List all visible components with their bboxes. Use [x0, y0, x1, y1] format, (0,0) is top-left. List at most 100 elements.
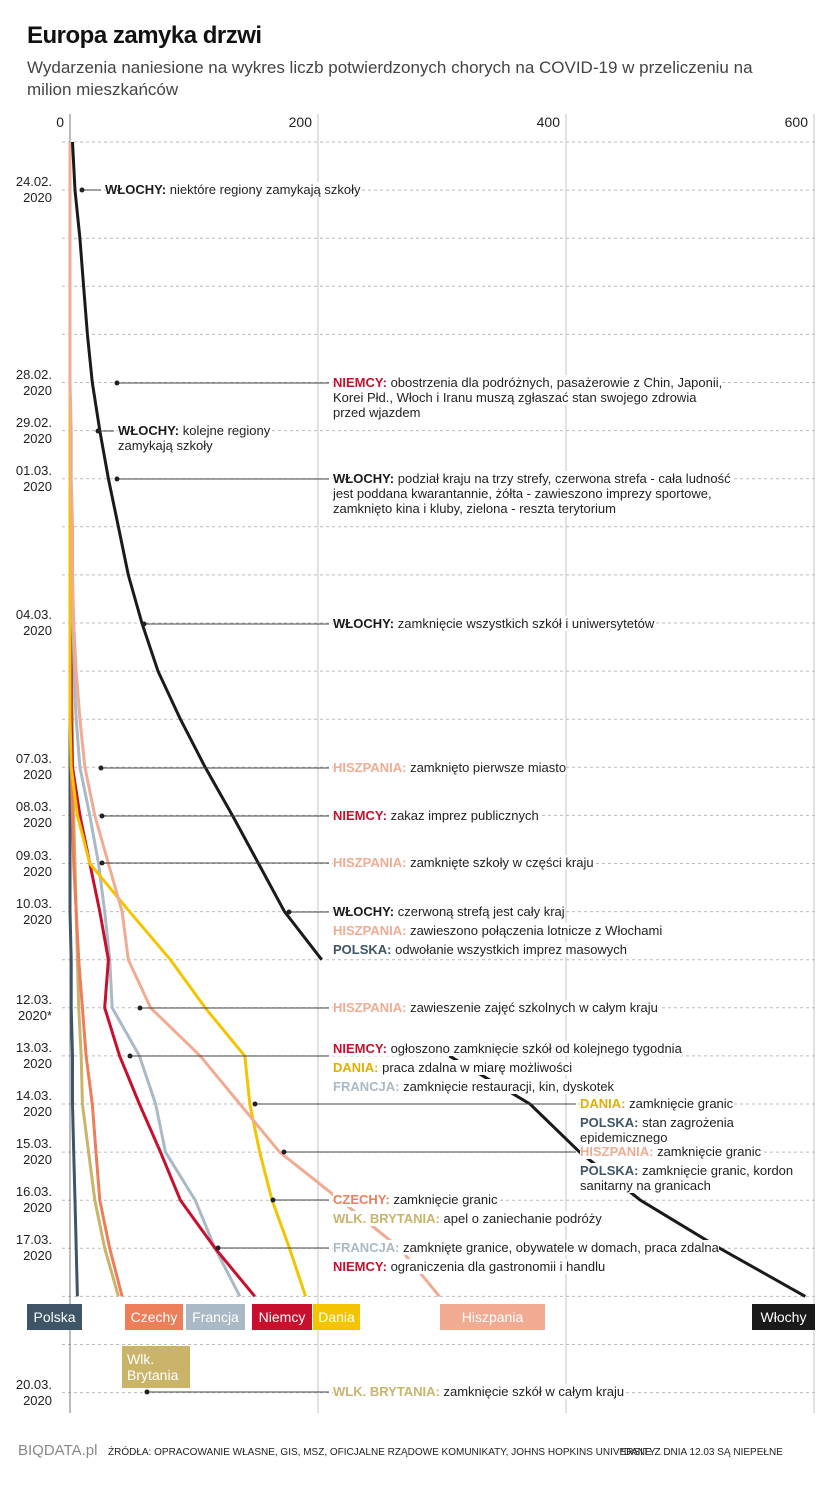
event-item: NIEMCY: obostrzenia dla podróżnych, pasa…	[333, 375, 725, 420]
event-item: POLSKA: zamknięcie granic, kordon sanita…	[580, 1163, 795, 1193]
event-dot	[137, 1005, 143, 1011]
event-dot	[98, 765, 104, 771]
event-description: apel o zaniechanie podróży	[443, 1211, 602, 1226]
event-description: niektóre regiony zamykają szkoły	[169, 182, 361, 197]
legend-entry: Wlk. Brytania	[122, 1346, 190, 1388]
event-item: HISZPANIA: zamknięcie granic	[580, 1144, 795, 1159]
x-tick-label: 0	[56, 114, 64, 130]
event-text: WŁOCHY: kolejne regiony zamykają szkoły	[118, 423, 271, 453]
event-country: NIEMCY:	[333, 808, 387, 823]
event-country: WLK. BRYTANIA:	[333, 1384, 440, 1399]
event-dot	[252, 1101, 258, 1107]
event-dot	[127, 1053, 133, 1059]
event-item: WŁOCHY: kolejne regiony zamykają szkoły	[118, 423, 298, 453]
event-country: CZECHY:	[333, 1192, 390, 1207]
event-country: NIEMCY:	[333, 375, 387, 390]
event-text: FRANCJA: zamknięcie restauracji, kin, dy…	[333, 1079, 615, 1094]
event: WŁOCHY: czerwoną strefą jest cały kraj HI…	[333, 904, 753, 961]
event-item: FRANCJA: zamknięte granice, obywatele w …	[333, 1240, 753, 1255]
event-country: POLSKA:	[333, 942, 392, 957]
event-dot	[144, 1389, 150, 1395]
series-line	[68, 142, 124, 1297]
event-country: DANIA:	[333, 1060, 379, 1075]
event-dot	[114, 476, 120, 482]
event-text: NIEMCY: ogłoszono zamknięcie szkół od ko…	[333, 1041, 682, 1056]
event: WŁOCHY: podział kraju na trzy strefy, cz…	[333, 471, 738, 520]
event-country: WLK. BRYTANIA:	[333, 1211, 440, 1226]
y-tick-label: 12.03. 2020*	[15, 991, 52, 1023]
event-country: HISZPANIA:	[580, 1144, 654, 1159]
event-dot	[286, 909, 292, 915]
y-tick-label: 01.03. 2020	[15, 462, 52, 494]
event: DANIA: zamknięcie granic POLSKA: stan zag…	[580, 1096, 795, 1149]
event-description: zamknięcie szkół w całym kraju	[443, 1384, 625, 1399]
legend-entry: Niemcy	[252, 1304, 312, 1330]
event-text: POLSKA: stan zagrożenia epidemicznego	[580, 1115, 734, 1145]
event-text: WLK. BRYTANIA: apel o zaniechanie podróż…	[333, 1211, 602, 1226]
legend-entry: Hiszpania	[440, 1304, 545, 1330]
event: HISZPANIA: zamknięto pierwsze miasto	[333, 760, 753, 779]
series-line	[68, 142, 256, 1298]
event: HISZPANIA: zamknięcie granic POLSKA: zamk…	[580, 1144, 795, 1197]
event-item: WLK. BRYTANIA: apel o zaniechanie podróż…	[333, 1211, 753, 1226]
event: FRANCJA: zamknięte granice, obywatele w …	[333, 1240, 753, 1278]
event-country: NIEMCY:	[333, 1041, 387, 1056]
event-country: WŁOCHY:	[333, 904, 395, 919]
x-tick-label: 400	[537, 114, 561, 130]
event-country: WŁOCHY:	[333, 471, 395, 486]
event-description: zamknięcie granic	[393, 1192, 498, 1207]
event-item: WLK. BRYTANIA: zamknięcie szkół w całym …	[333, 1384, 753, 1399]
event-text: HISZPANIA: zamknięcie granic	[580, 1144, 762, 1159]
event-description: podział kraju na trzy strefy, czerwona s…	[333, 471, 731, 516]
event-item: POLSKA: odwołanie wszystkich imprez maso…	[333, 942, 753, 957]
event-dot	[141, 621, 147, 627]
y-tick-label: 13.03. 2020	[15, 1039, 52, 1071]
y-tick-label: 14.03. 2020	[15, 1088, 52, 1119]
event: HISZPANIA: zawieszenie zajęć szkolnych w…	[333, 1000, 753, 1019]
event-country: FRANCJA:	[333, 1079, 400, 1094]
series-line	[68, 142, 441, 1298]
event-item: DANIA: zamknięcie granic	[580, 1096, 795, 1111]
event-description: zamknięcie granic	[629, 1096, 734, 1111]
event-dot	[215, 1245, 221, 1251]
event: WŁOCHY: niektóre regiony zamykają szkoły	[105, 182, 425, 201]
event-item: NIEMCY: zakaz imprez publicznych	[333, 808, 753, 823]
event-text: WŁOCHY: zamknięcie wszystkich szkół i un…	[333, 616, 655, 631]
event-description: zamknięte szkoły w części kraju	[410, 855, 594, 870]
event-description: odwołanie wszystkich imprez masowych	[395, 942, 628, 957]
y-tick-label: 08.03. 2020	[15, 799, 52, 831]
event-country: FRANCJA:	[333, 1240, 400, 1255]
event-country: DANIA:	[580, 1096, 626, 1111]
event-text: CZECHY: zamknięcie granic	[333, 1192, 498, 1207]
source: ŹRÓDŁA: OPRACOWANIE WŁASNE, GIS, MSZ, OF…	[108, 1447, 656, 1458]
event: NIEMCY: ogłoszono zamknięcie szkół od ko…	[333, 1041, 753, 1098]
event-description: stan zagrożenia epidemicznego	[580, 1115, 734, 1145]
event-description: ograniczenia dla gastronomii i handlu	[390, 1259, 606, 1274]
event-country: POLSKA:	[580, 1163, 639, 1178]
event-description: praca zdalna w miarę możliwości	[382, 1060, 573, 1075]
event-description: zawieszono połączenia lotnicze z Włocham…	[410, 923, 663, 938]
y-tick-label: 04.03. 2020	[15, 607, 52, 638]
event-description: obostrzenia dla podróżnych, pasażerowie …	[333, 375, 723, 420]
legend-entry: Dania	[313, 1304, 360, 1330]
event-dot	[114, 380, 120, 386]
legend-entry: Włochy	[752, 1304, 815, 1330]
event-text: WŁOCHY: czerwoną strefą jest cały kraj	[333, 904, 565, 919]
event-dot	[95, 428, 101, 434]
legend-entry: Polska	[27, 1304, 82, 1330]
event-item: CZECHY: zamknięcie granic	[333, 1192, 753, 1207]
event: WŁOCHY: kolejne regiony zamykają szkoły	[118, 423, 298, 457]
event-text: POLSKA: odwołanie wszystkich imprez maso…	[333, 942, 628, 957]
event-text: HISZPANIA: zawieszenie zajęć szkolnych w…	[333, 1000, 658, 1015]
event-country: HISZPANIA:	[333, 760, 407, 775]
event-text: WŁOCHY: podział kraju na trzy strefy, cz…	[333, 471, 731, 516]
event-text: NIEMCY: zakaz imprez publicznych	[333, 808, 539, 823]
event-description: zamknięcie wszystkich szkół i uniwersyte…	[397, 616, 655, 631]
event-description: zamknięto pierwsze miasto	[410, 760, 567, 775]
legend-entry: Czechy	[125, 1304, 183, 1330]
event-item: POLSKA: stan zagrożenia epidemicznego	[580, 1115, 795, 1145]
event: HISZPANIA: zamknięte szkoły w części kra…	[333, 855, 753, 874]
event: CZECHY: zamknięcie granic WLK. BRYTANIA: …	[333, 1192, 753, 1230]
y-tick-label: 17.03. 2020	[15, 1232, 52, 1264]
event-item: HISZPANIA: zawieszenie zajęć szkolnych w…	[333, 1000, 753, 1015]
